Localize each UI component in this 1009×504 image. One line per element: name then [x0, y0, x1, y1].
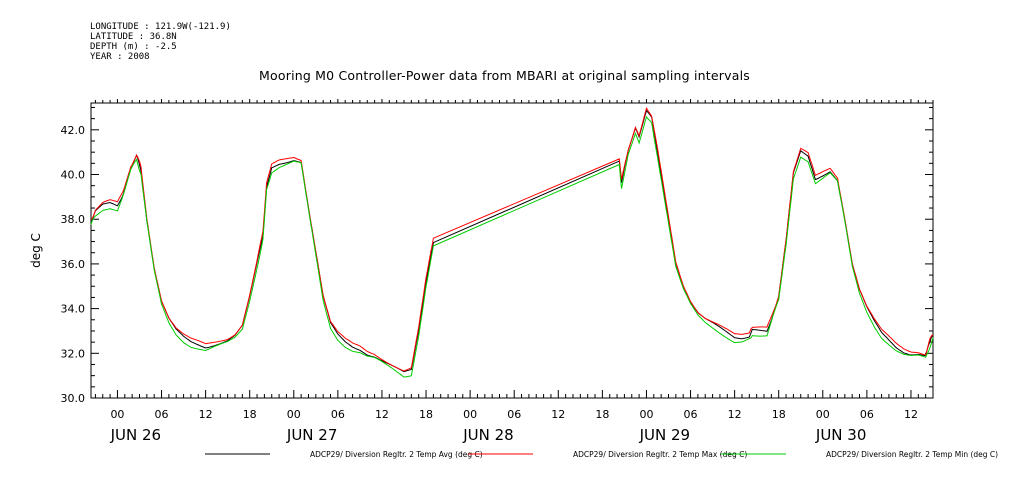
metadata-block: LONGITUDE : 121.9W(-121.9) LATITUDE : 36… — [90, 22, 231, 62]
y-tick-label: 30.0 — [61, 392, 86, 405]
legend-label: ADCP29/ Diversion Regltr. 2 Temp Max (de… — [573, 450, 747, 459]
series-line-min — [90, 115, 934, 378]
meta-latitude: LATITUDE : 36.8N — [90, 32, 177, 42]
series-line-max — [90, 106, 934, 372]
x-day-label: JUN 27 — [286, 426, 337, 444]
x-tick-label: 06 — [331, 408, 345, 421]
x-tick-label: 12 — [551, 408, 565, 421]
plot-frame — [90, 102, 934, 399]
x-tick-label: 00 — [110, 408, 124, 421]
y-tick-label: 36.0 — [61, 258, 86, 271]
x-day-label: JUN 28 — [462, 426, 513, 444]
x-tick-label: 00 — [816, 408, 830, 421]
x-day-label: JUN 29 — [639, 426, 690, 444]
x-tick-label: 18 — [243, 408, 257, 421]
x-tick-label: 12 — [375, 408, 389, 421]
x-tick-label: 00 — [287, 408, 301, 421]
x-tick-label: 18 — [595, 408, 609, 421]
x-tick-label: 18 — [772, 408, 786, 421]
x-tick-label: 00 — [463, 408, 477, 421]
x-tick-label: 12 — [728, 408, 742, 421]
x-tick-label: 12 — [199, 408, 213, 421]
y-tick-label: 40.0 — [61, 169, 86, 182]
series-line-avg — [90, 109, 934, 373]
x-tick-label: 18 — [419, 408, 433, 421]
x-tick-label: 00 — [639, 408, 653, 421]
y-tick-label: 42.0 — [61, 124, 86, 137]
meta-longitude: LONGITUDE : 121.9W(-121.9) — [90, 22, 231, 32]
legend-label: ADCP29/ Diversion Regltr. 2 Temp Min (de… — [826, 450, 998, 459]
x-tick-label: 06 — [684, 408, 698, 421]
y-tick-label: 38.0 — [61, 213, 86, 226]
chart-title: Mooring M0 Controller-Power data from MB… — [259, 68, 750, 83]
y-axis-label: deg C — [29, 233, 43, 268]
x-day-label: JUN 30 — [815, 426, 866, 444]
y-tick-label: 34.0 — [61, 303, 86, 316]
legend-label: ADCP29/ Diversion Regltr. 2 Temp Avg (de… — [310, 450, 483, 459]
x-tick-label: 12 — [904, 408, 918, 421]
meta-depth: DEPTH (m) : -2.5 — [90, 42, 177, 52]
x-tick-label: 06 — [860, 408, 874, 421]
x-tick-label: 06 — [507, 408, 521, 421]
x-tick-label: 06 — [155, 408, 169, 421]
y-tick-label: 32.0 — [61, 347, 86, 360]
meta-year: YEAR : 2008 — [90, 52, 150, 62]
x-day-label: JUN 26 — [110, 426, 161, 444]
